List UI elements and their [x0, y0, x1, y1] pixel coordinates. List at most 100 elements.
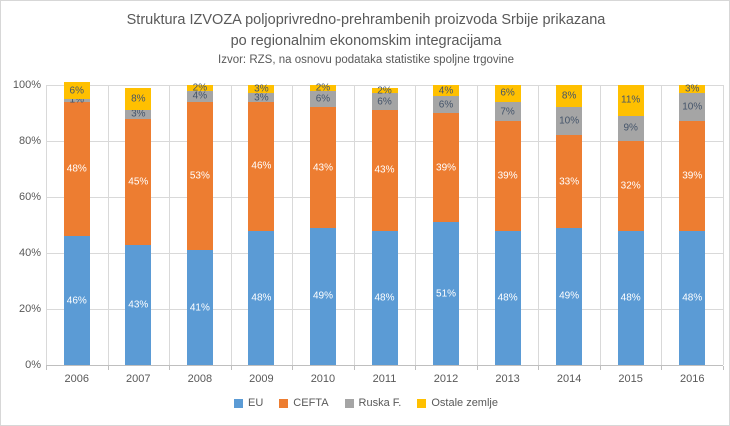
x-tick-label-2016: 2016	[679, 373, 705, 385]
bar-value-label-2016-cefta: 39%	[682, 170, 703, 182]
bar-segment-2012-eu[interactable]: 51%	[433, 222, 460, 365]
bar-segment-2013-ruska-f[interactable]: 7%	[494, 101, 521, 122]
bar-segment-2016-cefta[interactable]: 39%	[679, 121, 706, 231]
gridline-v-0	[46, 85, 47, 365]
legend-swatch-eu-icon	[234, 399, 244, 408]
legend-label-cefta: CEFTA	[293, 397, 329, 409]
plot-area: 46% 48% 1% 6% 43% 45% 3% 8% 41% 53% 4% 2% 48% 46% 3% 3%…	[46, 82, 724, 370]
bar-segment-2014-cefta[interactable]: 33%	[556, 135, 583, 228]
legend-swatch-ruska-f-icon	[344, 399, 354, 408]
bar-value-label-2013-eu: 48%	[497, 292, 518, 304]
bar-segment-2006-cefta[interactable]: 48%	[63, 101, 90, 237]
bar-value-label-2010-ruska-f: 6%	[315, 93, 331, 105]
bar-segment-2014-ruska-f[interactable]: 10%	[556, 107, 583, 136]
x-axis-tick-1	[108, 366, 109, 370]
bar-segment-2007-cefta[interactable]: 45%	[125, 118, 152, 245]
bar-value-label-2012-cefta: 39%	[436, 162, 457, 174]
bar-segment-2007-ruska-f[interactable]: 3%	[125, 109, 152, 120]
bar-value-label-2015-eu: 48%	[620, 292, 641, 304]
bar-segment-2009-ostale-zemlje[interactable]: 3%	[248, 83, 275, 95]
bar-segment-2013-ostale-zemlje[interactable]: 6%	[494, 85, 521, 102]
x-axis-tick-10	[661, 366, 662, 370]
x-tick-label-2014: 2014	[556, 373, 582, 385]
x-axis-tick-2	[169, 366, 170, 370]
gridline-v-6	[415, 85, 416, 365]
bar-segment-2015-ostale-zemlje[interactable]: 11%	[617, 85, 644, 116]
legend-item-ostale-zemlje[interactable]: Ostale zemlje	[417, 397, 498, 410]
bar-segment-2011-ostale-zemlje[interactable]: 2%	[371, 85, 398, 96]
gridline-v-2	[169, 85, 170, 365]
bar-segment-2010-ostale-zemlje[interactable]: 2%	[309, 82, 336, 93]
x-tick-label-2015: 2015	[618, 373, 643, 385]
bar-segment-2014-ostale-zemlje[interactable]: 8%	[556, 85, 583, 108]
legend-item-eu[interactable]: EU	[234, 397, 263, 410]
bar-segment-2011-cefta[interactable]: 43%	[371, 110, 398, 231]
bar-segment-2016-eu[interactable]: 48%	[679, 230, 706, 365]
bar-segment-2006-eu[interactable]: 46%	[63, 236, 90, 365]
bar-value-label-2009-eu: 48%	[251, 292, 272, 304]
bar-segment-2014-eu[interactable]: 49%	[556, 227, 583, 365]
bar-value-label-2016-ruska-f: 10%	[682, 101, 703, 113]
x-tick-label-2011: 2011	[372, 373, 397, 385]
legend-label-eu: EU	[248, 397, 264, 409]
x-tick-label-2009: 2009	[249, 373, 274, 385]
chart-title-line-1: Struktura IZVOZA poljoprivredno-prehramb…	[126, 12, 606, 28]
bar-segment-2008-eu[interactable]: 41%	[186, 250, 213, 365]
bar-segment-2010-eu[interactable]: 49%	[309, 227, 336, 365]
legend-item-cefta[interactable]: CEFTA	[279, 397, 329, 410]
bar-segment-2009-ruska-f[interactable]: 3%	[248, 92, 275, 104]
x-tick-label-2012: 2012	[433, 373, 459, 385]
bar-segment-2012-cefta[interactable]: 39%	[433, 113, 460, 223]
bar-value-label-2007-eu: 43%	[128, 299, 149, 311]
bar-segment-2011-eu[interactable]: 48%	[371, 230, 398, 365]
bar-segment-2008-ruska-f[interactable]: 4%	[186, 90, 213, 102]
bar-value-label-2006-ostale-zemlje: 6%	[69, 85, 84, 97]
gridline-v-3	[231, 85, 232, 365]
legend-label-ruska-f: Ruska F.	[358, 397, 402, 409]
bar-value-label-2009-ruska-f: 3%	[254, 92, 269, 104]
bar-segment-2013-eu[interactable]: 48%	[494, 230, 521, 365]
bar-value-label-2009-ostale-zemlje: 3%	[254, 83, 269, 95]
bar-value-label-2011-ruska-f: 6%	[377, 96, 392, 108]
bar-value-label-2014-ostale-zemlje: 8%	[561, 90, 577, 102]
bar-segment-2012-ostale-zemlje[interactable]: 4%	[433, 85, 460, 97]
bar-value-label-2014-eu: 49%	[559, 290, 580, 302]
bar-segment-2015-ruska-f[interactable]: 9%	[617, 115, 644, 141]
bar-segment-2006-ostale-zemlje[interactable]: 6%	[63, 82, 90, 99]
x-tick-label-2008: 2008	[187, 373, 213, 385]
bar-segment-2016-ostale-zemlje[interactable]: 3%	[679, 84, 706, 95]
legend-item-ruska-f[interactable]: Ruska F.	[344, 397, 402, 410]
bar-segment-2011-ruska-f[interactable]: 6%	[371, 93, 398, 111]
gridline-v-1	[108, 85, 109, 365]
bar-segment-2015-eu[interactable]: 48%	[617, 230, 644, 365]
bar-value-label-2013-ostale-zemlje: 6%	[500, 87, 515, 99]
bar-segment-2010-cefta[interactable]: 43%	[309, 107, 336, 228]
legend: EU CEFTA Ruska F. Ostale zemlje	[1, 397, 729, 410]
bar-segment-2008-ostale-zemlje[interactable]: 2%	[186, 82, 213, 94]
bar-segment-2012-ruska-f[interactable]: 6%	[433, 96, 460, 113]
bar-segment-2013-cefta[interactable]: 39%	[494, 121, 521, 231]
x-axis-tick-6	[415, 366, 416, 370]
bar-value-label-2014-ruska-f: 10%	[559, 115, 580, 127]
bar-value-label-2008-ostale-zemlje: 2%	[192, 82, 208, 94]
bar-value-label-2006-cefta: 48%	[66, 163, 87, 175]
bar-segment-2007-eu[interactable]: 43%	[125, 244, 152, 365]
legend-swatch-cefta-icon	[279, 399, 289, 408]
bar-value-label-2011-eu: 48%	[374, 292, 395, 304]
bar-segment-2009-eu[interactable]: 48%	[248, 230, 275, 365]
bar-value-label-2016-eu: 48%	[682, 292, 703, 304]
bar-segment-2016-ruska-f[interactable]: 10%	[679, 93, 706, 122]
bar-segment-2006-ruska-f[interactable]: 1%	[63, 95, 90, 106]
x-axis-tick-0	[46, 366, 47, 370]
bar-segment-2008-cefta[interactable]: 53%	[186, 101, 213, 251]
bar-segment-2007-ostale-zemlje[interactable]: 8%	[125, 87, 152, 111]
gridline-v-9	[600, 85, 601, 365]
bar-value-label-2013-ruska-f: 7%	[500, 106, 515, 118]
chart-title-line-2: po regionalnim ekonomskim integracijama	[230, 33, 502, 49]
bar-segment-2015-cefta[interactable]: 32%	[617, 141, 644, 231]
x-axis-tick-8	[538, 366, 539, 370]
bar-value-label-2008-eu: 41%	[189, 302, 210, 314]
gridline-v-11	[723, 85, 724, 365]
bar-segment-2009-cefta[interactable]: 46%	[248, 101, 275, 231]
bar-segment-2010-ruska-f[interactable]: 6%	[309, 90, 336, 108]
